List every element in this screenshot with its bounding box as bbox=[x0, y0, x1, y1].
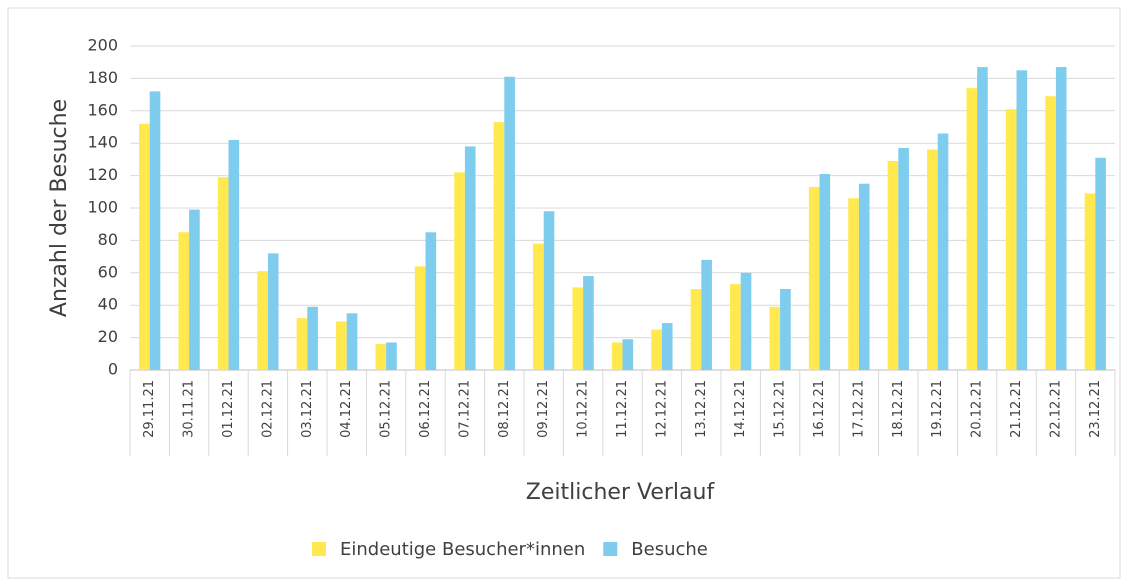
x-tick-label: 13.12.21 bbox=[694, 380, 709, 438]
x-tick-label: 17.12.21 bbox=[851, 380, 866, 438]
y-tick-label: 20 bbox=[98, 327, 118, 346]
x-tick-label: 04.12.21 bbox=[339, 380, 354, 438]
y-tick-label: 160 bbox=[87, 100, 118, 119]
y-tick-label: 140 bbox=[87, 133, 118, 152]
x-tick-label: 03.12.21 bbox=[300, 380, 315, 438]
bar bbox=[150, 91, 161, 370]
bar bbox=[454, 172, 465, 370]
x-tick-label: 14.12.21 bbox=[733, 380, 748, 438]
bar bbox=[651, 330, 662, 371]
bar bbox=[662, 323, 673, 370]
y-axis-title: Anzahl der Besuche bbox=[47, 99, 72, 317]
y-tick-label: 40 bbox=[98, 295, 118, 314]
bar bbox=[966, 88, 977, 370]
bar bbox=[623, 339, 634, 370]
x-tick-label: 20.12.21 bbox=[970, 380, 985, 438]
bar bbox=[1085, 193, 1096, 370]
chart: Zeitlicher Verlauf Anzahl der Besuche 02… bbox=[0, 0, 1134, 584]
bar bbox=[809, 187, 820, 370]
bar bbox=[533, 244, 544, 370]
bar bbox=[415, 266, 426, 370]
bar bbox=[1017, 70, 1028, 370]
bar bbox=[691, 289, 702, 370]
y-tick-label: 100 bbox=[87, 198, 118, 217]
bar bbox=[1045, 96, 1056, 370]
bar bbox=[504, 77, 515, 370]
legend-label: Besuche bbox=[631, 539, 708, 560]
bar bbox=[820, 174, 831, 370]
x-tick-label: 23.12.21 bbox=[1088, 380, 1103, 438]
x-tick-label: 01.12.21 bbox=[221, 380, 236, 438]
bar bbox=[859, 184, 870, 370]
x-tick-label: 12.12.21 bbox=[654, 380, 669, 438]
bar bbox=[888, 161, 899, 370]
x-tick-label: 10.12.21 bbox=[576, 380, 591, 438]
bar bbox=[386, 342, 397, 370]
bar bbox=[218, 177, 229, 370]
x-axis-title: Zeitlicher Verlauf bbox=[526, 480, 716, 505]
bar bbox=[257, 271, 268, 370]
x-tick-label: 18.12.21 bbox=[891, 380, 906, 438]
bar bbox=[1056, 67, 1067, 370]
x-tick-label: 19.12.21 bbox=[930, 380, 945, 438]
bar bbox=[583, 276, 594, 370]
bar bbox=[347, 313, 358, 370]
y-tick-label: 60 bbox=[98, 262, 118, 281]
y-tick-label: 180 bbox=[87, 68, 118, 87]
bar bbox=[612, 342, 623, 370]
bar bbox=[741, 273, 752, 370]
x-tick-label: 07.12.21 bbox=[457, 380, 472, 438]
legend-label: Eindeutige Besucher*innen bbox=[340, 539, 585, 560]
bar bbox=[189, 210, 200, 370]
x-tick-label: 15.12.21 bbox=[773, 380, 788, 438]
bar bbox=[1095, 158, 1106, 370]
bar bbox=[426, 232, 437, 370]
bar bbox=[494, 122, 505, 370]
bar bbox=[780, 289, 791, 370]
y-tick-label: 80 bbox=[98, 230, 118, 249]
bar bbox=[268, 253, 279, 370]
bar bbox=[769, 307, 780, 370]
y-tick-label: 120 bbox=[87, 165, 118, 184]
bar bbox=[938, 133, 949, 370]
bar bbox=[848, 198, 859, 370]
bar bbox=[898, 148, 909, 370]
bar bbox=[229, 140, 240, 370]
bar bbox=[1006, 109, 1017, 370]
y-tick-label: 200 bbox=[87, 36, 118, 55]
y-tick-label: 0 bbox=[108, 360, 118, 379]
bar bbox=[139, 124, 150, 370]
bar bbox=[927, 150, 938, 370]
bar bbox=[544, 211, 555, 370]
bar bbox=[336, 321, 347, 370]
x-tick-label: 16.12.21 bbox=[812, 380, 827, 438]
x-tick-label: 11.12.21 bbox=[615, 380, 630, 438]
x-tick-label: 22.12.21 bbox=[1048, 380, 1063, 438]
bar bbox=[701, 260, 712, 370]
x-tick-label: 08.12.21 bbox=[497, 380, 512, 438]
bar bbox=[572, 287, 583, 370]
bar bbox=[730, 284, 741, 370]
bar bbox=[977, 67, 988, 370]
x-tick-label: 09.12.21 bbox=[536, 380, 551, 438]
bar bbox=[297, 318, 308, 370]
x-tick-label: 21.12.21 bbox=[1009, 380, 1024, 438]
x-tick-label: 30.11.21 bbox=[182, 380, 197, 438]
bar bbox=[178, 232, 189, 370]
bar bbox=[375, 344, 386, 370]
bar bbox=[307, 307, 318, 370]
x-tick-label: 02.12.21 bbox=[260, 380, 275, 438]
bar bbox=[465, 146, 476, 370]
legend-swatch bbox=[603, 542, 617, 556]
x-tick-label: 05.12.21 bbox=[379, 380, 394, 438]
x-tick-label: 06.12.21 bbox=[418, 380, 433, 438]
legend-swatch bbox=[312, 542, 326, 556]
x-tick-label: 29.11.21 bbox=[142, 380, 157, 438]
page: {"chart_data": {"type": "bar", "x_label"… bbox=[0, 0, 1134, 584]
